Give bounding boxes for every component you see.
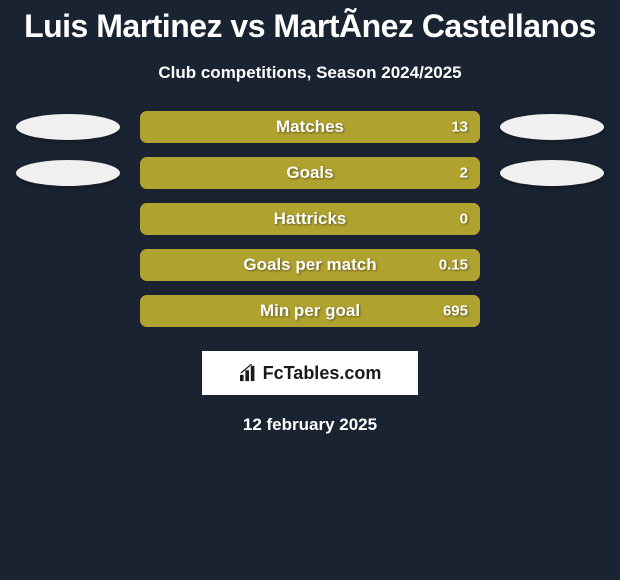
stat-row: Matches13 [0, 111, 620, 143]
spacer [16, 252, 120, 278]
brand-badge[interactable]: FcTables.com [202, 351, 418, 395]
spacer [16, 206, 120, 232]
stat-label: Goals [140, 163, 480, 183]
stat-label: Matches [140, 117, 480, 137]
stat-value: 695 [443, 303, 468, 320]
stat-bar: Hattricks0 [140, 203, 480, 235]
bar-chart-icon [239, 364, 259, 382]
stat-bar: Goals per match0.15 [140, 249, 480, 281]
spacer [500, 252, 604, 278]
player-left-marker [16, 160, 120, 186]
stat-bar: Matches13 [140, 111, 480, 143]
page-title: Luis Martinez vs MartÃ­nez Castellanos [0, 8, 620, 45]
stat-label: Min per goal [140, 301, 480, 321]
stat-row: Hattricks0 [0, 203, 620, 235]
stat-value: 0.15 [439, 257, 468, 274]
date-label: 12 february 2025 [0, 415, 620, 435]
stat-value: 2 [460, 165, 468, 182]
stat-value: 0 [460, 211, 468, 228]
spacer [500, 298, 604, 324]
stat-row: Goals2 [0, 157, 620, 189]
player-right-marker [500, 160, 604, 186]
stat-label: Hattricks [140, 209, 480, 229]
stat-value: 13 [451, 119, 468, 136]
stat-bar: Goals2 [140, 157, 480, 189]
stat-row: Min per goal695 [0, 295, 620, 327]
player-left-marker [16, 114, 120, 140]
stat-label: Goals per match [140, 255, 480, 275]
stat-row: Goals per match0.15 [0, 249, 620, 281]
stat-rows: Matches13 Goals2 Hattricks0 Goals per match… [0, 111, 620, 327]
subtitle: Club competitions, Season 2024/2025 [0, 63, 620, 83]
spacer [500, 206, 604, 232]
spacer [16, 298, 120, 324]
player-right-marker [500, 114, 604, 140]
comparison-infographic: Luis Martinez vs MartÃ­nez Castellanos C… [0, 0, 620, 435]
brand-text: FcTables.com [263, 363, 382, 384]
stat-bar: Min per goal695 [140, 295, 480, 327]
